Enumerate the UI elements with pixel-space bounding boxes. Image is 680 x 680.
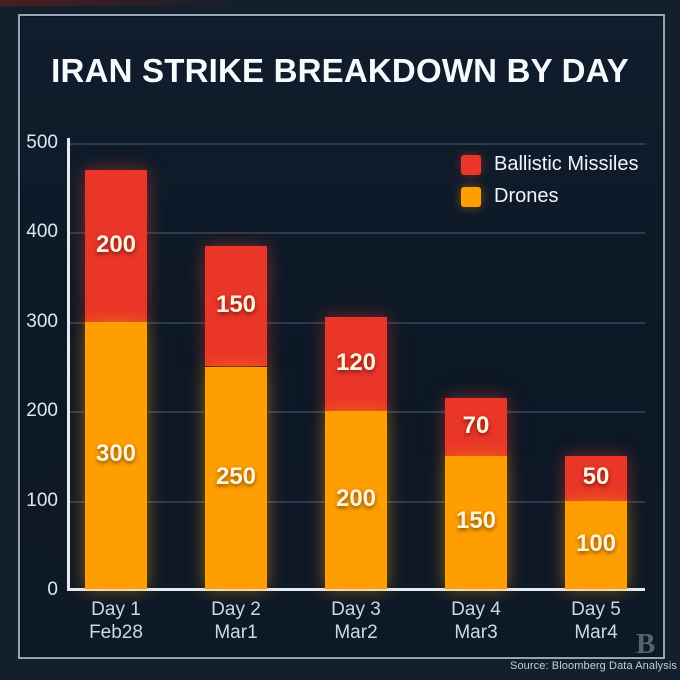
y-axis-tick-label-0: 0 [47,579,58,600]
bar-value-drones-day5: 100 [575,529,617,557]
bar-value-missiles-day4: 70 [462,411,490,439]
chart-title: IRAN STRIKE BREAKDOWN BY DAY [51,52,629,89]
bar-segment-drones-day3 [325,411,387,589]
bar-segment-missiles-day4 [445,397,507,456]
bar-segment-drones-day2 [205,366,267,589]
bar-value-drones-day1: 300 [95,440,137,468]
bar-segment-drones-day5 [565,500,627,589]
y-axis-tick-label-200: 200 [26,400,58,422]
legend-swatch-drones [461,186,481,207]
bar-value-missiles-day5: 50 [582,463,610,491]
legend-item-drones: Drones [461,185,638,208]
y-axis-tick-label-400: 400 [26,221,58,243]
y-axis-tick-label-500: 500 [26,132,58,153]
x-axis-label-day2: Day 2 Mar1 [211,599,261,643]
legend-label-ballistic-missiles: Ballistic Missiles [494,153,639,175]
legend-swatch-ballistic-missiles [461,154,481,175]
top-red-tint [0,0,240,6]
x-axis-label-day1: Day 1 Feb28 [89,599,143,643]
bar-value-drones-day3: 200 [335,485,377,513]
x-axis-line [67,588,645,591]
bar-value-missiles-day1: 200 [95,230,137,258]
x-axis-label-day4: Day 4 Mar3 [451,599,501,643]
y-axis-line [67,138,70,591]
legend-label-drones: Drones [494,185,559,207]
bar-value-drones-day4: 150 [455,507,497,535]
legend: Ballistic Missiles Drones [461,153,638,217]
bar-value-drones-day2: 250 [215,462,257,490]
bar-value-missiles-day2: 150 [215,291,257,319]
x-axis-label-day3: Day 3 Mar2 [331,599,381,643]
bar-segment-missiles-day1 [85,169,147,322]
bar-segment-missiles-day2 [205,245,267,367]
bar-value-missiles-day3: 120 [335,349,377,377]
bar-segment-missiles-day5 [565,455,627,501]
legend-item-ballistic-missiles: Ballistic Missiles [461,153,638,176]
bar-segment-missiles-day3 [325,317,387,412]
gridline-400 [70,232,645,235]
y-axis-tick-label-100: 100 [26,489,58,511]
source-text: Source: Bloomberg Data Analysis [510,660,677,672]
gridline-500 [70,143,645,145]
bloomberg-logo: B [636,628,656,660]
bar-segment-drones-day4 [445,455,507,589]
y-axis-tick-label-300: 300 [26,310,58,332]
bar-segment-drones-day1 [85,321,147,589]
x-axis-label-day5: Day 5 Mar4 [571,599,621,643]
